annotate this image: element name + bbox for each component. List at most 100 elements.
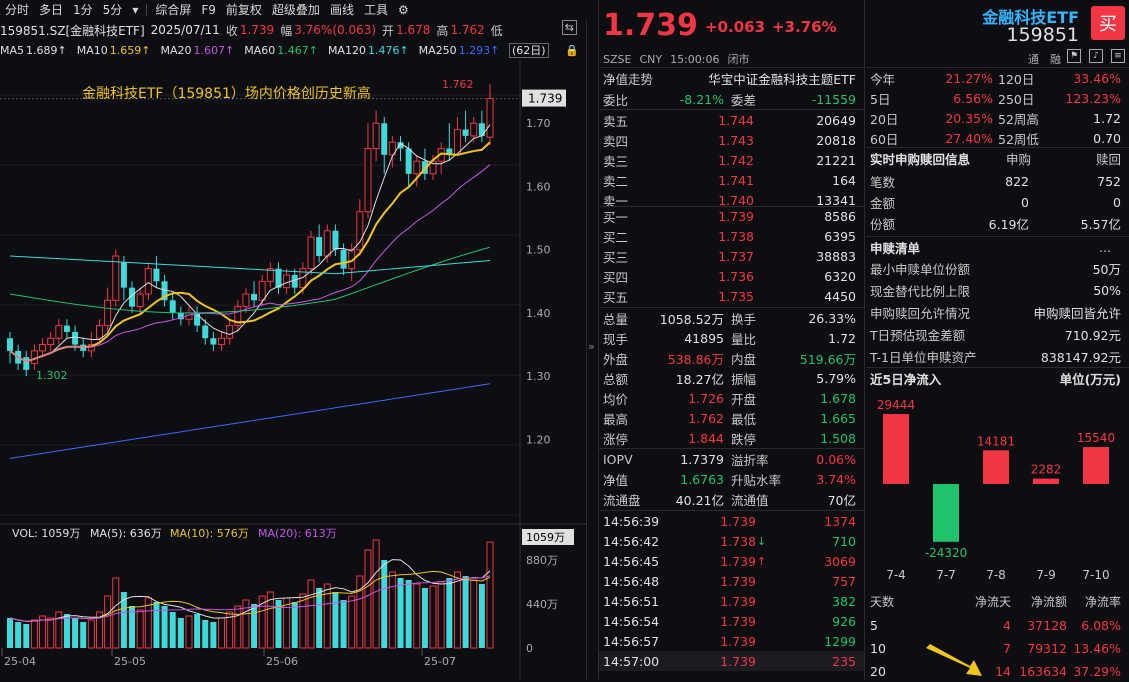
ma-days-button[interactable]: (62日) [509, 43, 549, 58]
volume-bar [364, 549, 372, 649]
redeem-label: 现金替代比例上限 [870, 283, 971, 299]
tick-row[interactable]: 14:56:45 1.739 ↑ 3069 [599, 551, 864, 571]
tick-row[interactable]: 14:56:42 1.738 ↓ 710 [599, 531, 864, 551]
close-value: 1.739 [239, 23, 275, 37]
tick-row[interactable]: 14:56:48 1.739 757 [599, 571, 864, 591]
redeem-list-header[interactable]: 申赎清单 ... [866, 237, 1129, 257]
stat-row: 流通盘 40.21亿 流通值 70亿 [599, 489, 864, 509]
high-label: 高 [436, 23, 449, 38]
settings-icon[interactable]: ≡ [1111, 49, 1125, 63]
toolbar-item-0[interactable]: 分时 [5, 3, 30, 17]
redeem-value: 申购赎回皆允许 [1033, 305, 1121, 321]
volume-bar [421, 588, 428, 648]
bid-row[interactable]: 买五 1.735 4450 [599, 286, 864, 306]
volume-bar [470, 579, 478, 649]
tick-time: 14:56:51 [603, 593, 660, 609]
extra-icon[interactable]: ⇆ [561, 20, 577, 35]
stat-row: 外盘 538.86万 内盘 519.66万 [599, 348, 864, 368]
nav-trend-row[interactable]: 净值走势 华宝中证金融科技主题ETF [599, 68, 864, 88]
toolbar-item-6[interactable]: F9 [201, 2, 216, 17]
ask-row[interactable]: 卖四 1.743 20818 [599, 130, 864, 150]
perf-row: 20日 20.35% 52周高 1.72 [866, 108, 1129, 128]
tick-row[interactable]: 14:56:39 1.739 1374 [599, 511, 864, 531]
lock-icon[interactable]: 🔒 [565, 44, 579, 57]
perf-label: 今年 [870, 71, 896, 87]
flow-date-label: 7-4 [886, 568, 906, 582]
flow-net-amount: 163634 [1019, 663, 1067, 679]
toolbar-item-4[interactable]: ▾ [132, 2, 139, 17]
redeem-value: 710.92元 [1064, 327, 1121, 343]
volume-bar [291, 602, 298, 648]
ma-label: MA60 [244, 43, 276, 57]
y-tick-label: 1.60 [526, 180, 551, 193]
flow-table-head: 净流率 [1084, 594, 1121, 609]
flag-icon[interactable]: ⚑ [1067, 49, 1081, 63]
vol-ma20-line [9, 575, 491, 622]
ask-row[interactable]: 卖二 1.741 164 [599, 170, 864, 190]
redeem-value: 50万 [1092, 261, 1121, 277]
redeem-value: 50% [1093, 282, 1121, 298]
flow-table-head: 净流额 [1030, 594, 1067, 609]
tick-volume: 757 [832, 573, 856, 589]
rong-icon[interactable]: 融 [1050, 53, 1061, 66]
open-value: 1.678 [396, 23, 431, 37]
gear-icon[interactable]: ⚙ [397, 2, 409, 17]
volume-bar [258, 595, 266, 649]
tick-price: 1.739 [720, 593, 756, 609]
toolbar-item-2[interactable]: 1分 [73, 3, 93, 17]
stat-value: 1.762 [688, 410, 724, 426]
volume-bar [129, 606, 136, 648]
stat-row: IOPV 1.7379 溢折率 0.06% [599, 449, 864, 469]
ma-value: 1.476↑ [367, 43, 409, 57]
stat-label: 溢折率 [731, 452, 769, 468]
perf-value: 27.40% [945, 130, 993, 146]
volume-bar [316, 588, 323, 648]
stat-value: 26.33% [808, 310, 856, 326]
level-price: 1.741 [718, 172, 754, 188]
perf-value: 21.27% [945, 70, 993, 86]
ma60-line [9, 246, 491, 314]
tick-row[interactable]: 14:56:57 1.739 1299 [599, 631, 864, 651]
toolbar-item-5[interactable]: 综合屏 [155, 3, 192, 17]
flow-bar-label: 2282 [1031, 463, 1062, 477]
level-volume: 20649 [816, 112, 856, 128]
chart-panel[interactable]: 分时 多日 1分 5分 ▾ 综合屏 F9 前复权 超级叠加 画线 工具 ⚙ 159851.SZ[金融科… [0, 0, 587, 680]
toolbar-item-1[interactable]: 多日 [39, 3, 64, 17]
panel-divider[interactable]: » [587, 0, 599, 680]
level-volume: 20818 [816, 132, 856, 148]
tick-row[interactable]: 14:56:54 1.739 926 [599, 611, 864, 631]
wc-value: -11559 [811, 91, 856, 107]
tick-row[interactable]: 14:56:51 1.739 382 [599, 591, 864, 611]
toolbar-item-3[interactable]: 5分 [102, 3, 123, 17]
tong-icon[interactable]: 通 [1028, 53, 1039, 66]
x-tick-label: 25-05 [114, 655, 146, 668]
volume-bar [413, 583, 421, 649]
bid-row[interactable]: 买三 1.737 38883 [599, 246, 864, 266]
toolbar-item-10[interactable]: 工具 [363, 3, 388, 17]
ask-row[interactable]: 卖五 1.744 20649 [599, 110, 864, 130]
expand-icon[interactable]: » [588, 340, 595, 353]
candle [95, 319, 103, 345]
ask-row[interactable]: 卖一 1.740 13341 [599, 190, 864, 210]
tick-row[interactable]: 14:57:00 1.739 235 [599, 651, 864, 671]
level-label: 买一 [603, 209, 629, 225]
toolbar-item-8[interactable]: 超级叠加 [271, 3, 320, 17]
volume-bar [323, 583, 331, 649]
buy-button[interactable]: 买 [1091, 6, 1125, 40]
tick-volume: 382 [832, 593, 856, 609]
toolbar-item-7[interactable]: 前复权 [225, 3, 262, 17]
candlestick-chart[interactable]: 1.70 1.60 1.50 1.40 1.30 1.20 1.739 金融科技ETF（159… [0, 60, 587, 680]
ask-row[interactable]: 卖三 1.742 21221 [599, 150, 864, 170]
vol-tick-label: 440万 [526, 598, 558, 611]
y-tick-label: 1.40 [526, 307, 551, 320]
etf-code: 159851 [1006, 24, 1079, 46]
subscription-col-redeem: 赎回 [1095, 151, 1121, 167]
toolbar-item-9[interactable]: 画线 [329, 3, 354, 17]
more-icon[interactable]: ... [1099, 239, 1111, 255]
bid-row[interactable]: 买二 1.738 6395 [599, 226, 864, 246]
bid-row[interactable]: 买一 1.739 8586 [599, 206, 864, 226]
bell-icon[interactable]: ♪ [1089, 49, 1103, 63]
candle [397, 135, 404, 162]
bid-row[interactable]: 买四 1.736 6320 [599, 266, 864, 286]
nav-trend-label: 净值走势 [603, 71, 654, 87]
